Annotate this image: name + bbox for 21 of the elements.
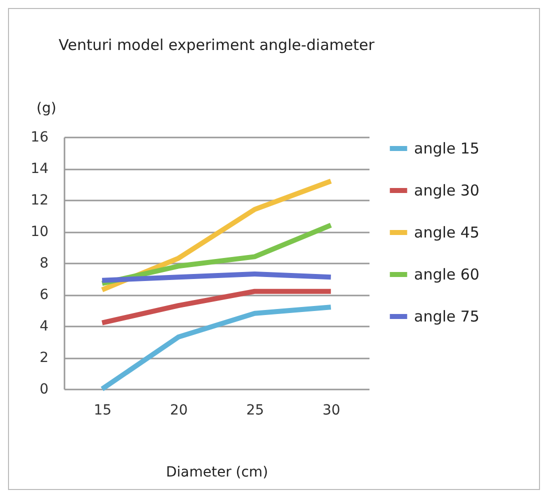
legend-label: angle 60 bbox=[414, 266, 480, 284]
y-tick-label: 8 bbox=[40, 256, 48, 272]
y-tick-label: 6 bbox=[40, 287, 49, 303]
chart-title: Venturi model experiment angle-diameter bbox=[58, 36, 376, 54]
x-tick-label: 25 bbox=[246, 402, 264, 418]
x-axis-title: Diameter (cm) bbox=[166, 464, 268, 480]
y-axis-title: (g) bbox=[36, 100, 56, 116]
y-tick-label: 12 bbox=[30, 192, 48, 208]
x-tick-label: 15 bbox=[94, 402, 112, 418]
legend-label: angle 45 bbox=[414, 224, 480, 242]
legend-label: angle 30 bbox=[414, 182, 480, 200]
x-tick-label: 20 bbox=[170, 402, 188, 418]
y-tick-label: 4 bbox=[40, 318, 49, 334]
y-tick-label: 10 bbox=[30, 224, 48, 240]
legend-label: angle 75 bbox=[414, 308, 480, 326]
legend-label: angle 15 bbox=[414, 140, 480, 158]
y-tick-label: 2 bbox=[40, 350, 48, 366]
y-tick-label: 0 bbox=[40, 382, 48, 398]
y-tick-label: 14 bbox=[30, 161, 49, 177]
y-tick-label: 16 bbox=[30, 130, 49, 146]
x-tick-label: 30 bbox=[322, 402, 340, 418]
